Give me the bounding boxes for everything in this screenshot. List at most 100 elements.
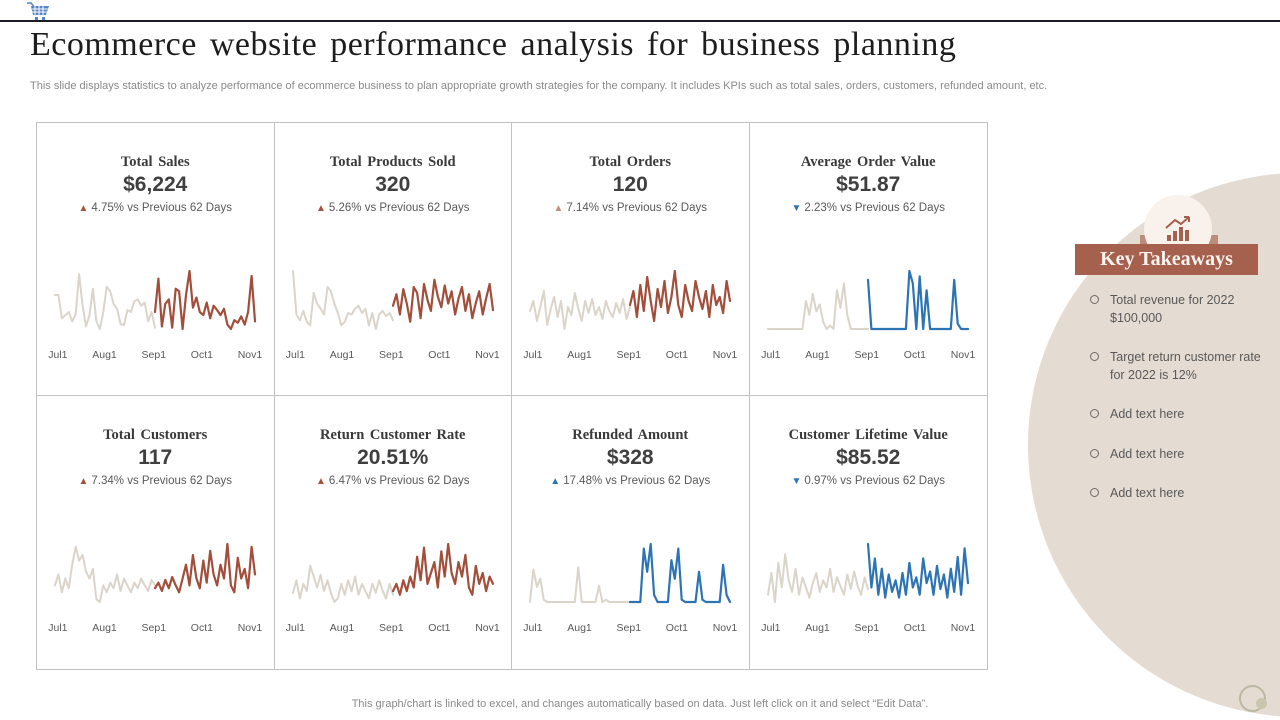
bar-chart-growth-icon — [1165, 216, 1190, 241]
kpi-card[interactable]: Total Orders 120 ▲ 7.14% vs Previous 62 D… — [512, 123, 750, 396]
sparkline-series — [767, 553, 870, 603]
x-axis-label: Jul1 — [523, 349, 543, 361]
x-axis-labels: Jul1 Aug1 Sep1 Oct1 Nov1 — [761, 622, 975, 634]
decorative-ring-icon — [1239, 685, 1267, 712]
delta-text: 7.14% vs Previous 62 Days — [566, 202, 708, 214]
kpi-title: Return Customer Rate — [320, 427, 466, 443]
x-axis-label: Nov1 — [475, 349, 500, 361]
sparkline-chart[interactable] — [290, 263, 496, 335]
sparkline-series — [867, 269, 970, 331]
shopping-cart-icon — [27, 2, 49, 20]
kpi-card[interactable]: Total Products Sold 320 ▲ 5.26% vs Previo… — [274, 123, 512, 396]
x-axis-label: Sep1 — [854, 349, 880, 361]
takeaway-item[interactable]: Add text here — [1090, 485, 1272, 503]
key-takeaways-heading: Key Takeaways — [1100, 248, 1233, 270]
kpi-card[interactable]: Total Customers 117 ▲ 7.34% vs Previous 6… — [37, 396, 275, 669]
kpi-grid: Total Sales $6,224 ▲ 4.75% vs Previous 62… — [36, 122, 988, 670]
x-axis-label: Oct1 — [190, 622, 213, 634]
x-axis-label: Nov1 — [950, 622, 976, 634]
delta-text: 7.34% vs Previous 62 Days — [91, 475, 233, 487]
delta-arrow-icon: ▲ — [78, 476, 89, 487]
x-axis-label: Jul1 — [761, 349, 781, 361]
x-axis-label: Aug1 — [805, 349, 830, 361]
x-axis-labels: Jul1 Aug1 Sep1 Oct1 Nov1 — [48, 622, 262, 634]
sparkline-series — [391, 278, 494, 323]
takeaway-item[interactable]: Total revenue for 2022 $100,000 — [1090, 292, 1272, 327]
takeaway-text: Add text here — [1110, 486, 1185, 500]
sparkline-chart[interactable] — [527, 536, 733, 608]
x-axis-labels: Jul1 Aug1 Sep1 Oct1 Nov1 — [286, 349, 500, 361]
sparkline-series — [529, 566, 632, 603]
sparkline-chart[interactable] — [52, 263, 258, 335]
key-takeaways-list: Total revenue for 2022 $100,000 Target r… — [1090, 292, 1272, 503]
sparkline-series — [154, 269, 257, 331]
kpi-card[interactable]: Return Customer Rate 20.51% ▲ 6.47% vs Pr… — [274, 396, 512, 669]
kpi-card[interactable]: Average Order Value $51.87 ▼ 2.23% vs Pre… — [749, 123, 987, 396]
x-axis-label: Oct1 — [665, 622, 688, 634]
x-axis-label: Jul1 — [48, 349, 68, 361]
x-axis-labels: Jul1 Aug1 Sep1 Oct1 Nov1 — [761, 349, 975, 361]
x-axis-label: Sep1 — [616, 622, 642, 634]
x-axis-label: Aug1 — [805, 622, 830, 634]
footer-note: This graph/chart is linked to excel, and… — [351, 698, 929, 710]
takeaway-text: Total revenue for 2022 $100,000 — [1110, 293, 1235, 325]
kpi-value: 117 — [138, 446, 173, 469]
delta-text: 4.75% vs Previous 62 Days — [91, 202, 233, 214]
sparkline-chart[interactable] — [290, 536, 496, 608]
kpi-delta: ▲ 7.14% vs Previous 62 Days — [553, 200, 707, 217]
x-axis-labels: Jul1 Aug1 Sep1 Oct1 Nov1 — [523, 622, 737, 634]
delta-arrow-icon: ▲ — [550, 476, 561, 487]
kpi-value: $51.87 — [836, 173, 901, 196]
takeaway-item[interactable]: Add text here — [1090, 446, 1272, 464]
x-axis-label: Aug1 — [567, 622, 592, 634]
x-axis-label: Sep1 — [379, 349, 404, 361]
sparkline-series — [629, 542, 732, 604]
x-axis-label: Nov1 — [237, 622, 263, 634]
sparkline-chart[interactable] — [527, 263, 733, 335]
kpi-card[interactable]: Customer Lifetime Value $85.52 ▼ 0.97% vs… — [749, 396, 987, 669]
kpi-title: Total Sales — [120, 154, 190, 170]
x-axis-label: Jul1 — [523, 622, 543, 634]
sparkline-series — [629, 269, 732, 323]
kpi-title: Customer Lifetime Value — [788, 427, 948, 443]
delta-text: 5.26% vs Previous 62 Days — [328, 202, 470, 214]
takeaway-text: Target return customer rate for 2022 is … — [1110, 350, 1261, 382]
delta-text: 17.48% vs Previous 62 Days — [563, 475, 711, 487]
kpi-value: $85.52 — [836, 446, 901, 469]
takeaway-item[interactable]: Target return customer rate for 2022 is … — [1090, 349, 1272, 384]
delta-arrow-icon: ▼ — [791, 203, 802, 214]
kpi-title: Average Order Value — [800, 154, 936, 170]
sparkline-chart[interactable] — [765, 263, 971, 335]
x-axis-label: Aug1 — [567, 349, 592, 361]
kpi-value: 320 — [375, 173, 411, 196]
sparkline-series — [154, 542, 257, 594]
kpi-title: Total Orders — [589, 154, 672, 170]
delta-arrow-icon: ▲ — [315, 476, 326, 487]
kpi-delta: ▲ 7.34% vs Previous 62 Days — [78, 473, 232, 490]
kpi-value: $6,224 — [123, 173, 188, 196]
x-axis-label: Aug1 — [92, 622, 117, 634]
sparkline-series — [291, 564, 394, 603]
delta-text: 0.97% vs Previous 62 Days — [804, 475, 946, 487]
kpi-title: Refunded Amount — [572, 427, 689, 443]
kpi-title: Total Customers — [103, 427, 208, 443]
kpi-delta: ▲ 6.47% vs Previous 62 Days — [316, 473, 470, 490]
kpi-card[interactable]: Refunded Amount $328 ▲ 17.48% vs Previous… — [512, 396, 750, 669]
sparkline-series — [391, 542, 494, 596]
bullet-circle-icon — [1090, 448, 1099, 458]
x-axis-labels: Jul1 Aug1 Sep1 Oct1 Nov1 — [286, 622, 500, 634]
x-axis-labels: Jul1 Aug1 Sep1 Oct1 Nov1 — [523, 349, 737, 361]
x-axis-label: Nov1 — [950, 349, 976, 361]
sparkline-series — [291, 270, 394, 330]
x-axis-label: Oct1 — [903, 622, 926, 634]
takeaway-item[interactable]: Add text here — [1090, 406, 1272, 424]
kpi-value: 120 — [612, 173, 648, 196]
header-divider — [0, 20, 1280, 22]
sparkline-chart[interactable] — [52, 536, 258, 608]
x-axis-label: Aug1 — [92, 349, 117, 361]
x-axis-labels: Jul1 Aug1 Sep1 Oct1 Nov1 — [48, 349, 262, 361]
kpi-value: $328 — [606, 446, 654, 469]
sparkline-chart[interactable] — [765, 536, 971, 608]
kpi-card[interactable]: Total Sales $6,224 ▲ 4.75% vs Previous 62… — [37, 123, 275, 396]
kpi-delta: ▲ 5.26% vs Previous 62 Days — [316, 200, 470, 217]
